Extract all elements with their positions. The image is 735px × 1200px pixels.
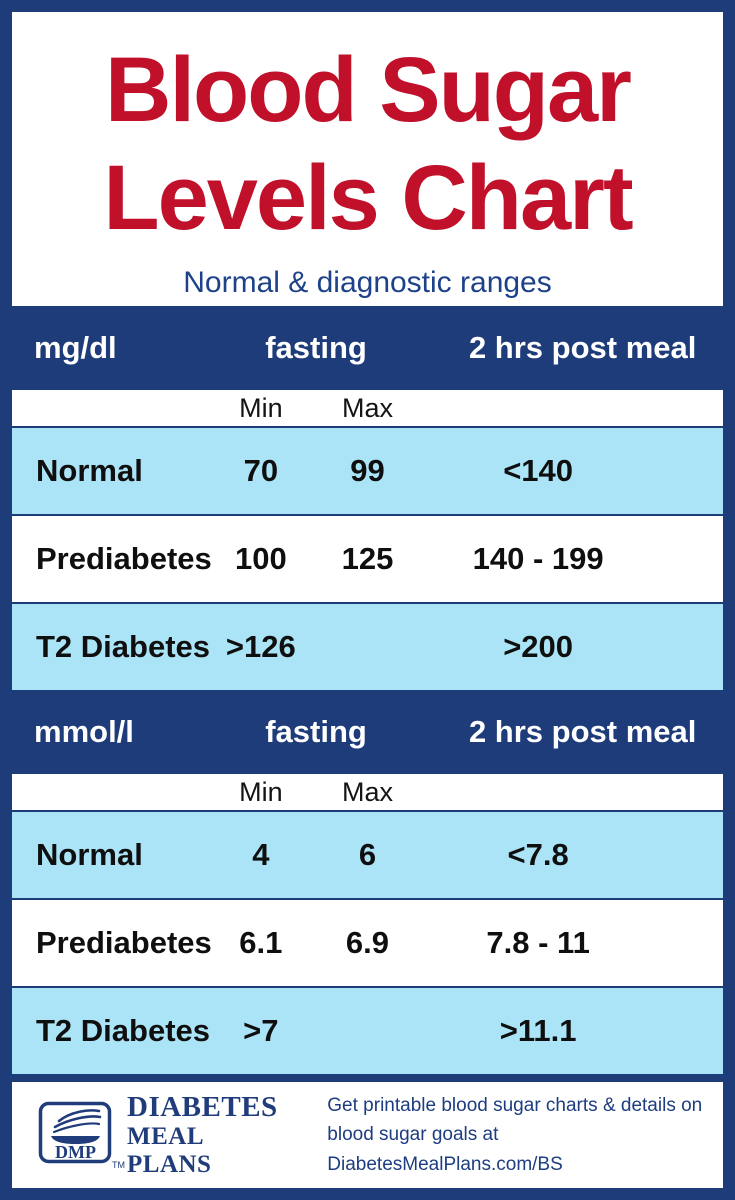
row-max-value: 99 (350, 453, 385, 488)
row-category: Prediabetes (36, 925, 212, 960)
mmoll-header-band: mmol/l fasting 2 hrs post meal (0, 690, 735, 774)
mgdl-post-meal-column-header: 2 hrs post meal (468, 330, 697, 365)
mmoll-table: Min Max Normal 4 6 <7.8 Prediabetes 6.1 … (12, 774, 723, 1074)
mgdl-table: Min Max Normal 70 99 <140 Prediabetes 10… (12, 390, 723, 690)
dmp-logo: DMP TM (38, 1101, 125, 1170)
brand-line2: MEAL PLANS (127, 1123, 212, 1178)
brand-line1: DIABETES (127, 1090, 278, 1123)
title-box: Blood Sugar Levels Chart Normal & diagno… (12, 12, 723, 306)
row-post-meal-value: >200 (503, 629, 574, 664)
row-min-value: 70 (243, 453, 279, 488)
mgdl-unit-label: mg/dl (34, 330, 117, 365)
row-min-value: 100 (234, 541, 287, 576)
mgdl-min-subheader: Min (239, 392, 283, 423)
promo-line2: blood sugar goals at DiabetesMealPlans.c… (327, 1124, 563, 1175)
row-category: Prediabetes (36, 541, 212, 576)
dmp-plate-icon: DMP (38, 1101, 112, 1163)
page-subtitle: Normal & diagnostic ranges (183, 266, 552, 299)
logo-acronym: DMP (55, 1142, 96, 1162)
mmoll-subheader-row: Min Max (12, 774, 723, 810)
row-category: T2 Diabetes (36, 1013, 211, 1048)
table-row-t2-diabetes-mmoll: T2 Diabetes >7 >11.1 (12, 988, 723, 1074)
promo-line1: Get printable blood sugar charts & detai… (327, 1094, 703, 1116)
row-post-meal-value: 140 - 199 (472, 541, 604, 576)
mmoll-min-subheader: Min (239, 776, 283, 807)
row-min-value: 6.1 (239, 925, 283, 960)
row-category: Normal (36, 837, 143, 872)
trademark-symbol: TM (112, 1159, 125, 1170)
table-row-t2-diabetes-mgdl: T2 Diabetes >126 >200 (12, 604, 723, 690)
page-title-line1: Blood Sugar (105, 39, 632, 141)
page-title-line2: Levels Chart (103, 147, 633, 249)
row-category: Normal (36, 453, 143, 488)
table-row-normal-mmoll: Normal 4 6 <7.8 (12, 812, 723, 898)
row-max-value: 125 (341, 541, 394, 576)
table-row-normal-mgdl: Normal 70 99 <140 (12, 428, 723, 514)
mmoll-post-meal-column-header: 2 hrs post meal (468, 714, 697, 749)
row-post-meal-value: <140 (503, 453, 574, 488)
brand-name: DIABETES MEAL PLANS (127, 1090, 287, 1179)
mmoll-unit-label: mmol/l (34, 714, 134, 749)
mmoll-max-subheader: Max (341, 776, 393, 807)
mgdl-header-band: mg/dl fasting 2 hrs post meal (0, 306, 735, 390)
row-max-value: 6 (358, 837, 377, 872)
row-post-meal-value: <7.8 (507, 837, 569, 872)
footer: DMP TM DIABETES MEAL PLANS Get printable… (12, 1082, 723, 1188)
row-min-value: >7 (243, 1013, 279, 1048)
row-post-meal-value: 7.8 - 11 (486, 925, 590, 960)
row-min-value: 4 (252, 837, 270, 872)
row-category: T2 Diabetes (36, 629, 211, 664)
row-min-value: >126 (225, 629, 296, 664)
table-row-prediabetes-mgdl: Prediabetes 100 125 140 - 199 (12, 516, 723, 602)
mgdl-fasting-column-header: fasting (265, 330, 367, 365)
row-max-value: 6.9 (345, 925, 390, 960)
table-row-prediabetes-mmoll: Prediabetes 6.1 6.9 7.8 - 11 (12, 900, 723, 986)
mmoll-fasting-column-header: fasting (265, 714, 367, 749)
mgdl-max-subheader: Max (341, 392, 393, 423)
mgdl-subheader-row: Min Max (12, 390, 723, 426)
row-post-meal-value: >11.1 (499, 1013, 577, 1048)
promo-text: Get printable blood sugar charts & detai… (327, 1091, 723, 1179)
